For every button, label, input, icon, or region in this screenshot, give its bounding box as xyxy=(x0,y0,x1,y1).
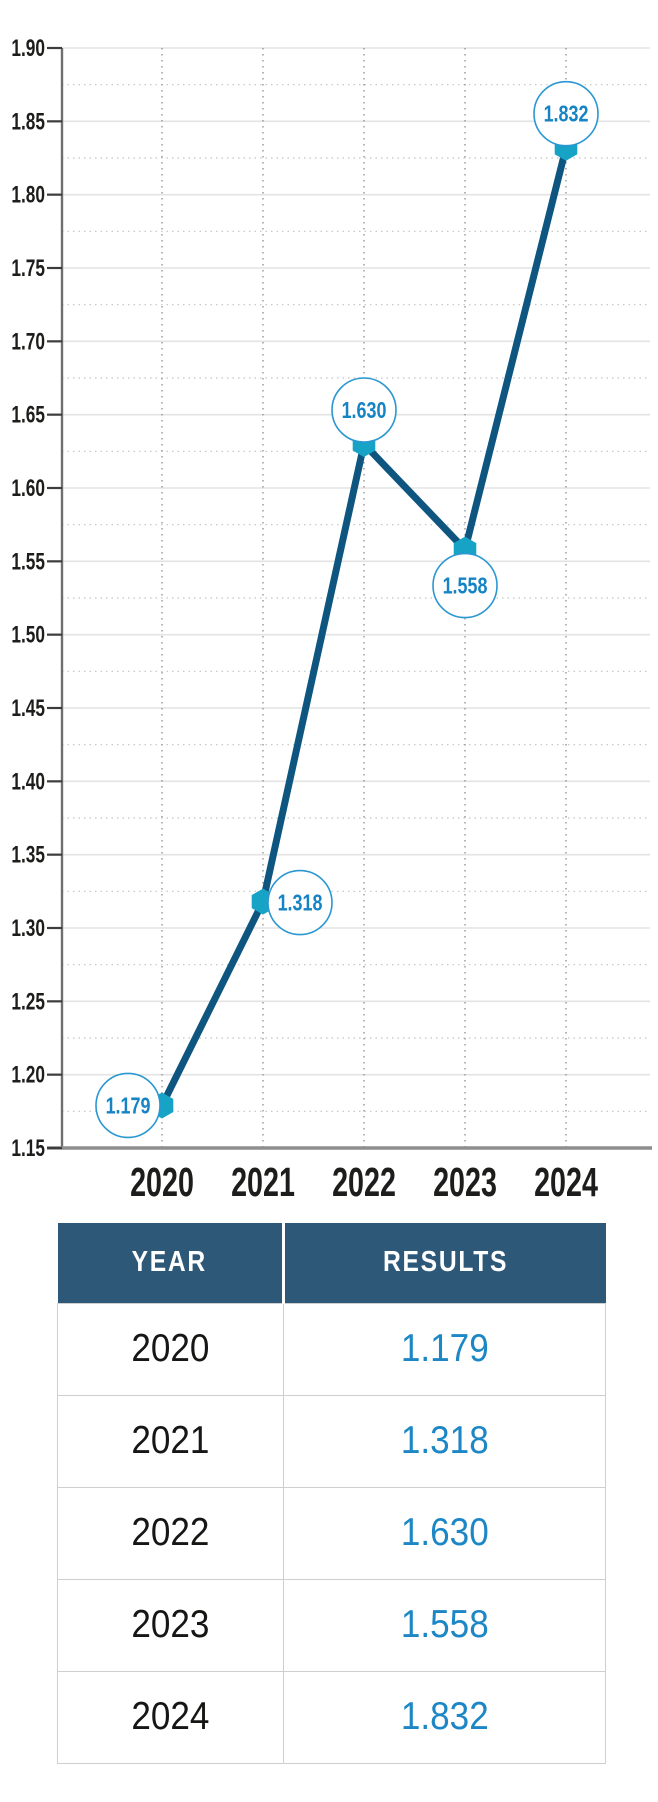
y-axis-label: 1.45 xyxy=(11,695,45,721)
year-cell: 2020 xyxy=(57,1302,284,1396)
table-row: 2020 1.179 xyxy=(57,1302,606,1396)
table-row: 2022 1.630 xyxy=(57,1486,606,1580)
y-axis-label-text: 1.20 xyxy=(11,1062,45,1088)
result-cell: 1.558 xyxy=(283,1578,606,1672)
point-label: 1.179 xyxy=(106,1093,151,1119)
y-axis-label-text: 1.40 xyxy=(11,769,45,795)
point-label-circle xyxy=(95,1072,161,1139)
y-axis-label-text: 1.50 xyxy=(11,622,45,648)
result-cell: 1.318 xyxy=(283,1394,606,1488)
point-label-circle xyxy=(432,552,498,619)
y-axis-label-text: 1.15 xyxy=(11,1135,45,1161)
line-chart-canvas: 1.90 1.85 1.80 1.75 1.70 1.65 1.60 1.55 1.50 1.45… xyxy=(11,35,652,1205)
y-axis-label: 1.60 xyxy=(11,475,45,501)
y-axis-label-text: 1.70 xyxy=(11,329,45,355)
point-label: 1.630 xyxy=(342,398,387,424)
y-axis-label-text: 1.55 xyxy=(11,549,45,575)
point-label-circle xyxy=(331,377,397,443)
point-label: 1.558 xyxy=(443,574,488,600)
col-header-year: YEAR xyxy=(57,1223,284,1303)
result-value: 1.630 xyxy=(400,1511,489,1554)
table-header-row: YEAR RESULTS xyxy=(57,1223,606,1303)
x-axis-label: 2022 xyxy=(332,1160,396,1205)
y-axis-label: 1.90 xyxy=(11,35,45,61)
col-header-results: RESULTS xyxy=(282,1223,606,1303)
x-axis-label-text: 2024 xyxy=(534,1160,598,1205)
year-cell: 2021 xyxy=(57,1394,284,1488)
point-label-text: 1.832 xyxy=(544,102,589,128)
y-axis-label: 1.30 xyxy=(11,915,45,941)
y-axis-label-text: 1.90 xyxy=(11,35,45,61)
point-label-text: 1.558 xyxy=(443,574,488,600)
y-axis-label-text: 1.35 xyxy=(11,842,45,868)
y-axis-label: 1.70 xyxy=(11,329,45,355)
y-axis-label: 1.15 xyxy=(11,1135,45,1161)
y-axis-label: 1.50 xyxy=(11,622,45,648)
x-axis-label: 2023 xyxy=(433,1160,497,1205)
point-label-circle xyxy=(267,869,333,936)
y-axis-label: 1.75 xyxy=(11,255,45,281)
results-line-chart: 1.90 1.85 1.80 1.75 1.70 1.65 1.60 1.55 1.50 1.45… xyxy=(11,35,652,1205)
result-cell: 1.630 xyxy=(283,1486,606,1580)
y-axis-label-text: 1.25 xyxy=(11,989,45,1015)
result-value: 1.179 xyxy=(400,1327,489,1370)
year-cell: 2022 xyxy=(57,1486,284,1580)
result-value: 1.318 xyxy=(400,1419,489,1462)
y-axis-label: 1.55 xyxy=(11,549,45,575)
y-axis-label: 1.35 xyxy=(11,842,45,868)
y-axis-label-text: 1.45 xyxy=(11,695,45,721)
y-axis-label-text: 1.85 xyxy=(11,109,45,135)
result-cell: 1.179 xyxy=(283,1302,606,1396)
col-header-results-label: RESULTS xyxy=(382,1246,508,1279)
result-value: 1.558 xyxy=(400,1603,489,1646)
table-row: 2023 1.558 xyxy=(57,1578,606,1672)
year-cell: 2023 xyxy=(57,1578,284,1672)
year-value: 2022 xyxy=(131,1511,210,1554)
y-axis-label-text: 1.75 xyxy=(11,255,45,281)
table-row: 2021 1.318 xyxy=(57,1394,606,1488)
y-axis-label: 1.40 xyxy=(11,769,45,795)
x-axis-label: 2021 xyxy=(231,1160,295,1205)
year-results-table: YEAR RESULTS 2020 1.179 2021 1.318 2022 1.630… xyxy=(57,1223,606,1764)
x-axis-label-text: 2022 xyxy=(332,1160,396,1205)
x-axis-label-text: 2021 xyxy=(231,1160,295,1205)
point-label-circle xyxy=(533,80,599,147)
x-axis-label-text: 2020 xyxy=(130,1160,194,1205)
year-value: 2024 xyxy=(131,1695,210,1738)
y-axis-label-text: 1.65 xyxy=(11,402,45,428)
point-label: 1.318 xyxy=(278,891,323,917)
y-axis-label-text: 1.30 xyxy=(11,915,45,941)
y-axis-label-text: 1.80 xyxy=(11,182,45,208)
y-axis-label: 1.80 xyxy=(11,182,45,208)
result-cell: 1.832 xyxy=(283,1670,606,1764)
point-label-text: 1.318 xyxy=(278,891,323,917)
year-value: 2023 xyxy=(131,1603,210,1646)
result-value: 1.832 xyxy=(400,1695,489,1738)
y-axis-label: 1.20 xyxy=(11,1062,45,1088)
y-axis-label: 1.85 xyxy=(11,109,45,135)
data-line xyxy=(158,144,570,1109)
point-label-text: 1.179 xyxy=(106,1093,151,1119)
year-value: 2020 xyxy=(131,1327,210,1370)
x-axis-label-text: 2023 xyxy=(433,1160,497,1205)
x-axis-label: 2024 xyxy=(534,1160,598,1205)
x-axis-label: 2020 xyxy=(130,1160,194,1205)
year-cell: 2024 xyxy=(57,1670,284,1764)
results-table: YEAR RESULTS 2020 1.179 2021 1.318 2022 1.630… xyxy=(57,1223,606,1764)
y-axis-label: 1.65 xyxy=(11,402,45,428)
y-axis-label-text: 1.60 xyxy=(11,475,45,501)
y-axis-label: 1.25 xyxy=(11,989,45,1015)
col-header-year-label: YEAR xyxy=(132,1246,208,1279)
year-value: 2021 xyxy=(131,1419,210,1462)
point-label-text: 1.630 xyxy=(342,398,387,424)
table-row: 2024 1.832 xyxy=(57,1670,606,1764)
point-label: 1.832 xyxy=(544,102,589,128)
